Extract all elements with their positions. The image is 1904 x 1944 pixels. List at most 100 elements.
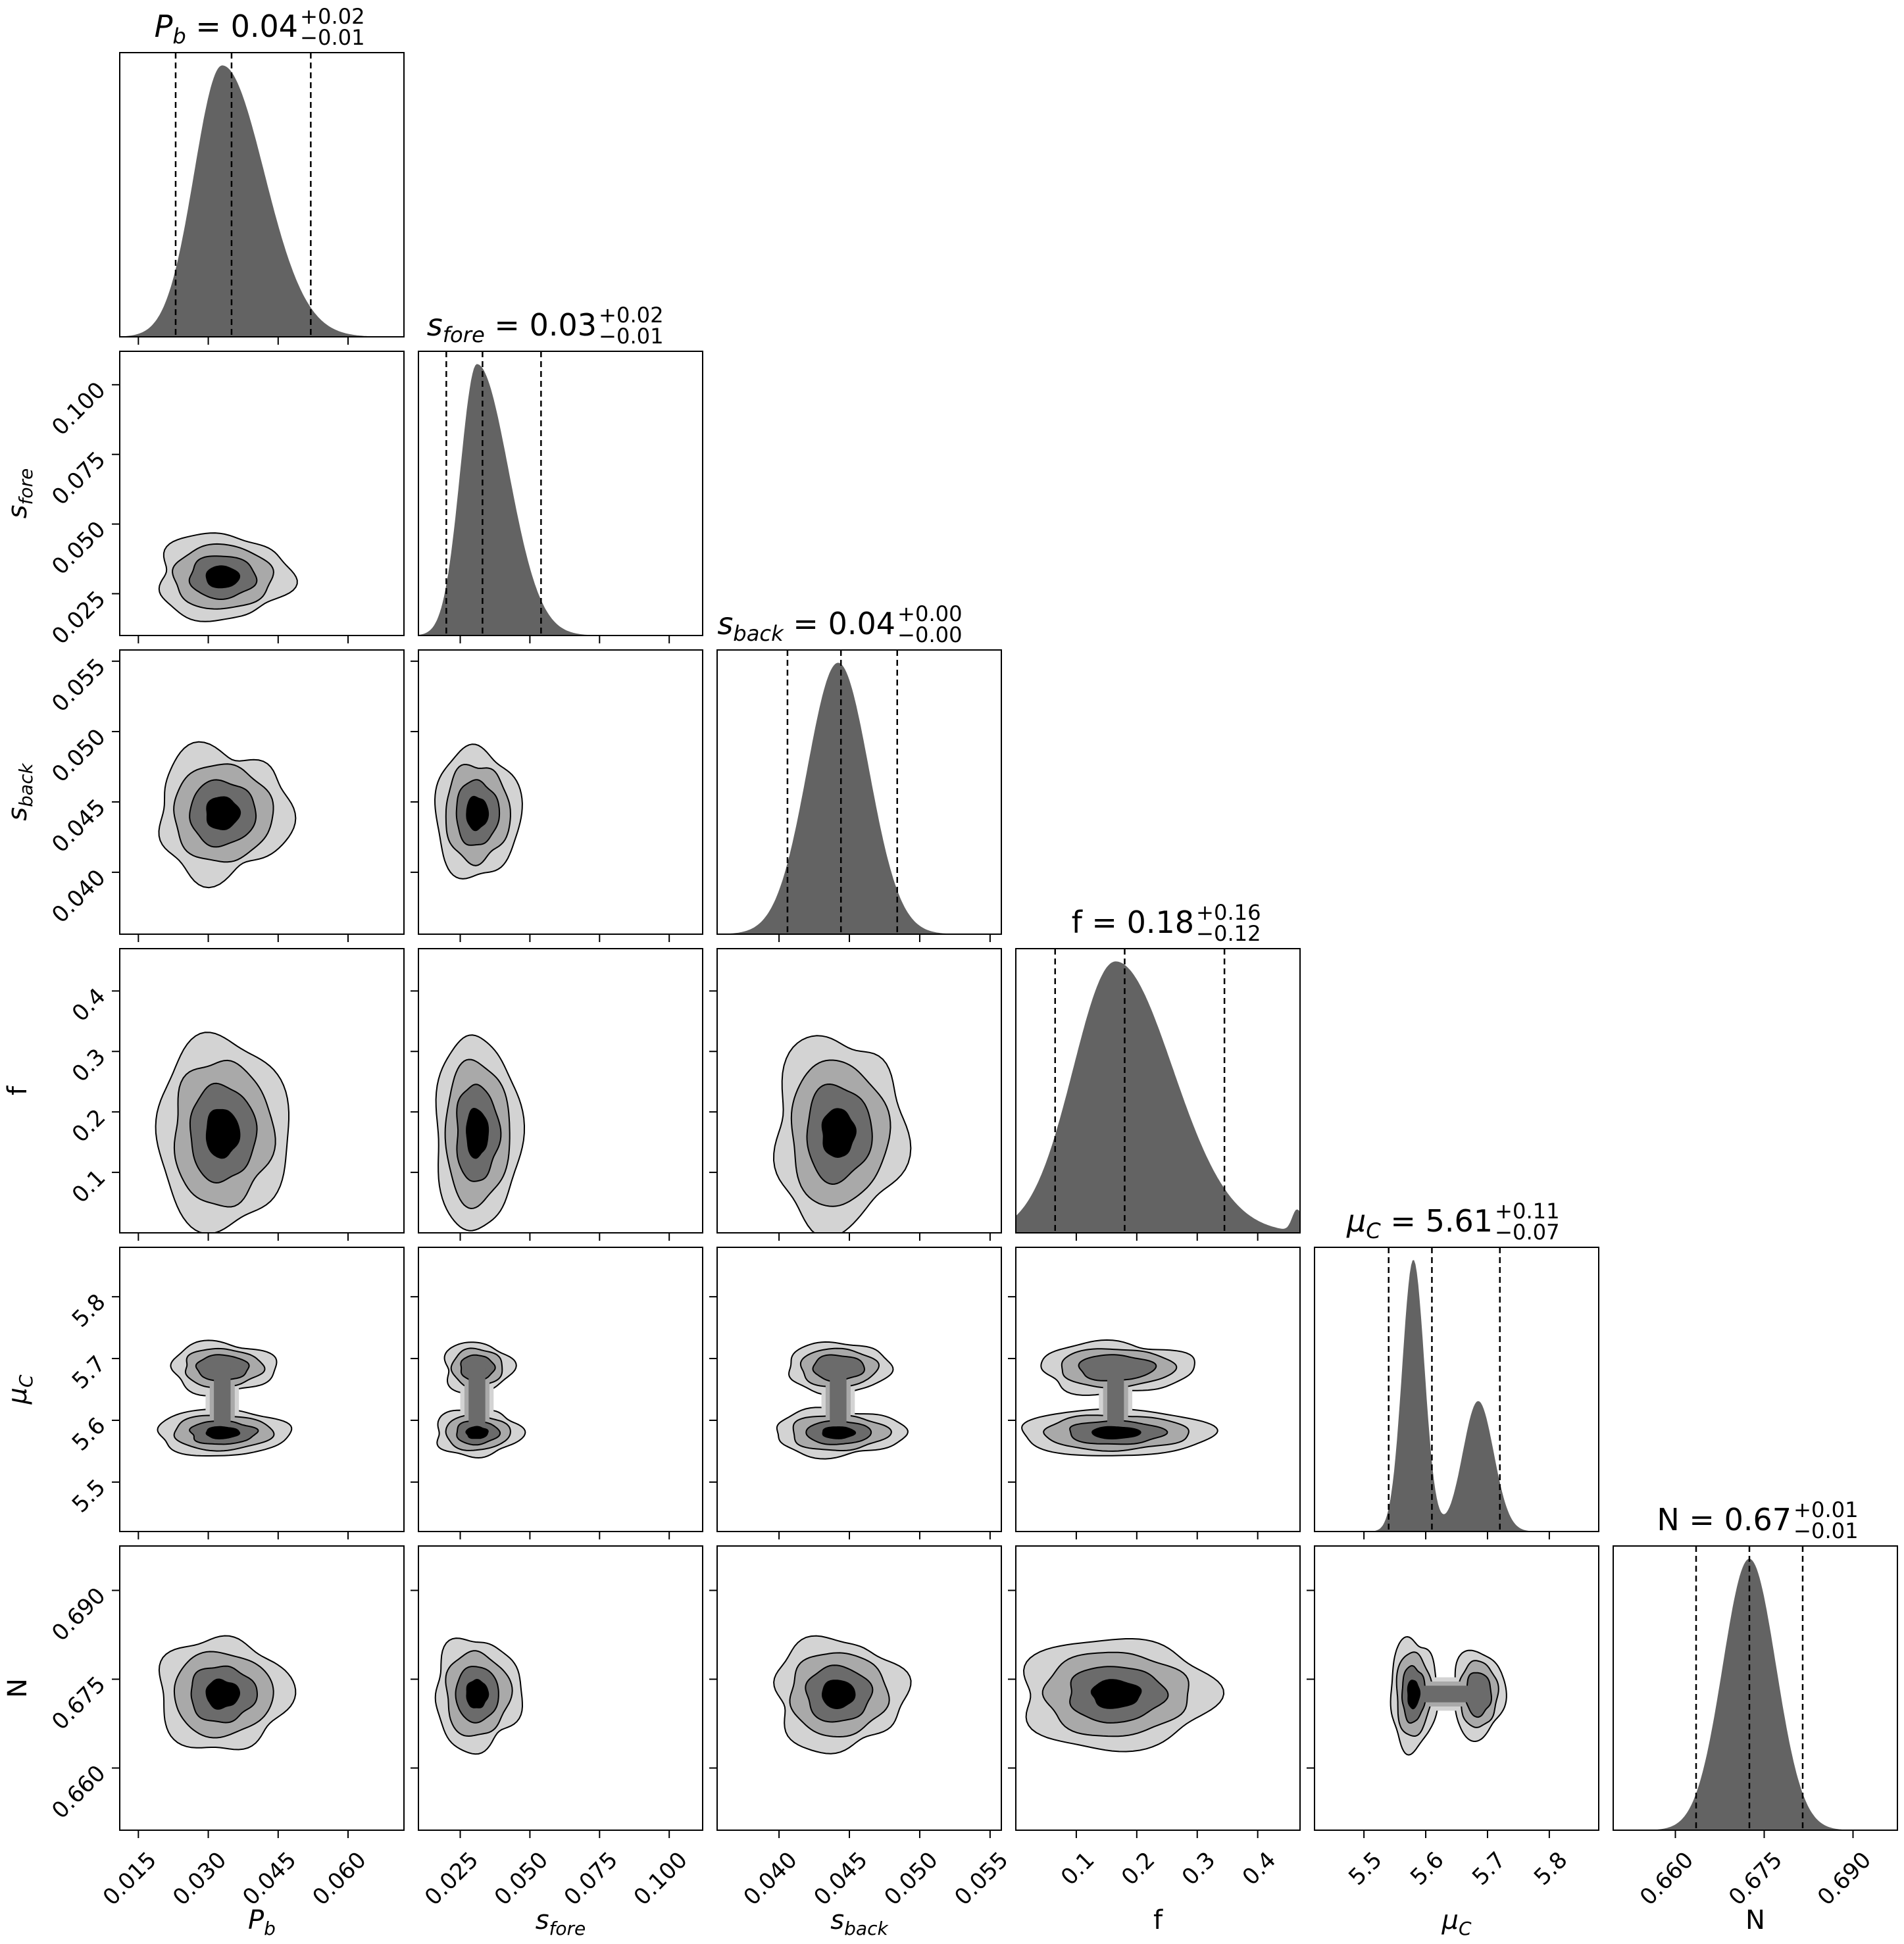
- x-tick-label: 0.690: [1813, 1847, 1876, 1910]
- title-minus-error: −0.07: [1495, 1220, 1560, 1245]
- x-ticks-Pb-row-2: [138, 934, 349, 942]
- contour-level-4: [205, 1109, 241, 1159]
- axis-label-symbol: N: [1745, 1905, 1765, 1935]
- contour-bridge-3: [1413, 1685, 1478, 1703]
- title-symbol: N: [1657, 1502, 1679, 1537]
- contour-level-4: [1090, 1679, 1142, 1709]
- contour-panel-N-vs-sback: [716, 1545, 1002, 1831]
- contour-bridge-3: [468, 1368, 486, 1433]
- x-tick-label: 0.675: [1724, 1847, 1788, 1910]
- title-sback: sback = 0.04: [717, 606, 895, 646]
- title-symbol: s: [427, 307, 443, 343]
- histogram-area: [120, 65, 404, 337]
- y-ticks-sback-col-1: [411, 660, 418, 873]
- y-tick-label: 0.075: [47, 447, 111, 511]
- contour-level-4: [1407, 1680, 1421, 1710]
- y-tick-label: 0.660: [47, 1760, 111, 1824]
- x-ticks-sfore-row-4: [459, 1532, 670, 1539]
- y-ticks-f-col-1: [411, 990, 418, 1174]
- title-f: f = 0.18: [1072, 905, 1194, 940]
- title-subscript: back: [733, 621, 784, 646]
- x-ticks-Pb-row-0: [138, 337, 349, 345]
- hist-panel-sfore: [418, 351, 703, 636]
- axis-label-symbol: s: [830, 1905, 844, 1935]
- title-symbol: f: [1072, 905, 1084, 940]
- contour-level-4: [205, 1426, 241, 1440]
- y-ticks-f-col-2: [709, 990, 717, 1174]
- axis-label-symbol: s: [3, 505, 33, 518]
- y-tick-label: 5.6: [67, 1412, 111, 1457]
- x-axis-label-N: N: [1745, 1905, 1765, 1935]
- x-tick-label: 0.060: [307, 1847, 371, 1910]
- x-tick-label: 5.8: [1529, 1847, 1573, 1891]
- contour-group: [1021, 1339, 1218, 1457]
- contour-level-3: [195, 1354, 250, 1382]
- title-equals: = 5.61: [1381, 1203, 1493, 1239]
- x-tick-label: 0.030: [168, 1847, 232, 1910]
- title-symbol: P: [155, 9, 173, 44]
- contour-bridge-3: [830, 1368, 847, 1433]
- y-ticks-N-col-3: [1008, 1589, 1016, 1769]
- contour-level-4: [466, 795, 489, 832]
- panel-frame: [716, 649, 1002, 935]
- x-ticks-f-row-5: 0.1 0.2 0.3 0.4: [1056, 1830, 1281, 1891]
- x-axis-label-sback: sback: [830, 1905, 889, 1939]
- title-errors-muC: +0.11−0.07: [1495, 1199, 1560, 1245]
- x-tick-label: 0.4: [1238, 1847, 1282, 1891]
- contour-group: [434, 743, 523, 880]
- contour-bridge-3: [214, 1368, 231, 1433]
- x-ticks-sfore-row-5: 0.025 0.050 0.075 0.100: [420, 1830, 693, 1910]
- contour-level-4: [466, 1679, 489, 1708]
- y-axis-label-N: N: [3, 1678, 33, 1698]
- hist-panel-N: [1613, 1545, 1898, 1831]
- title-errors-N: +0.01−0.01: [1793, 1497, 1859, 1543]
- panel-frame: [716, 1247, 1002, 1532]
- axis-label-subscript: fore: [15, 468, 37, 505]
- y-tick-label: 5.5: [67, 1474, 111, 1518]
- y-tick-label: 0.045: [47, 794, 111, 858]
- x-ticks-muC-row-4: [1363, 1532, 1550, 1539]
- y-tick-label: 0.1: [67, 1164, 111, 1209]
- contour-group: [773, 1635, 912, 1755]
- contour-panel-muC-vs-sback: [716, 1247, 1002, 1532]
- title-minus-error: −0.01: [599, 324, 664, 349]
- y-tick-label: 0.055: [47, 653, 111, 717]
- contour-panel-N-vs-Pb: [119, 1545, 405, 1831]
- y-tick-label: 0.050: [47, 724, 111, 787]
- contour-panel-f-vs-sback: [716, 948, 1002, 1234]
- title-symbol: s: [717, 606, 733, 641]
- y-tick-label: 0.025: [47, 586, 111, 650]
- title-plus-error: +0.00: [897, 601, 963, 626]
- title-subscript: fore: [443, 322, 485, 347]
- x-tick-label: 0.075: [559, 1847, 623, 1910]
- y-ticks-muC-col-0: 5.5 5.6 5.7 5.8: [67, 1289, 120, 1518]
- panel-frame: [1015, 1545, 1301, 1831]
- x-axis-label-Pb: Pb: [248, 1905, 276, 1939]
- x-tick-label: 5.7: [1467, 1847, 1511, 1891]
- contour-panel-N-vs-muC: [1314, 1545, 1599, 1831]
- contour-panel-N-vs-sfore: [418, 1545, 703, 1831]
- panel-frame: [418, 649, 703, 935]
- x-tick-label: 5.6: [1405, 1847, 1449, 1891]
- axis-label-symbol: μ: [3, 1387, 33, 1405]
- contour-group: [157, 1339, 293, 1457]
- y-axis-label-f: f: [3, 1085, 33, 1095]
- title-plus-error: +0.16: [1196, 900, 1261, 925]
- contour-panel-sback-vs-sfore: [418, 649, 703, 935]
- title-errors-Pb: +0.02−0.01: [300, 4, 365, 50]
- x-tick-label: 0.2: [1116, 1847, 1161, 1891]
- contour-panel-f-vs-Pb: [119, 948, 405, 1234]
- x-ticks-f-row-3: [1075, 1233, 1259, 1241]
- axis-label-subscript: back: [15, 762, 37, 807]
- x-ticks-Pb-row-5: 0.015 0.030 0.045 0.060: [98, 1830, 372, 1910]
- panel-frame: [119, 649, 405, 935]
- y-tick-label: 0.2: [67, 1104, 111, 1148]
- title-plus-error: +0.02: [599, 303, 664, 328]
- contour-group: [155, 1032, 289, 1233]
- y-tick-label: 0.4: [67, 983, 111, 1027]
- x-tick-label: 0.045: [238, 1847, 301, 1910]
- title-Pb: Pb = 0.04: [155, 9, 298, 49]
- panel-frame: [418, 1247, 703, 1532]
- title-plus-error: +0.11: [1495, 1199, 1560, 1224]
